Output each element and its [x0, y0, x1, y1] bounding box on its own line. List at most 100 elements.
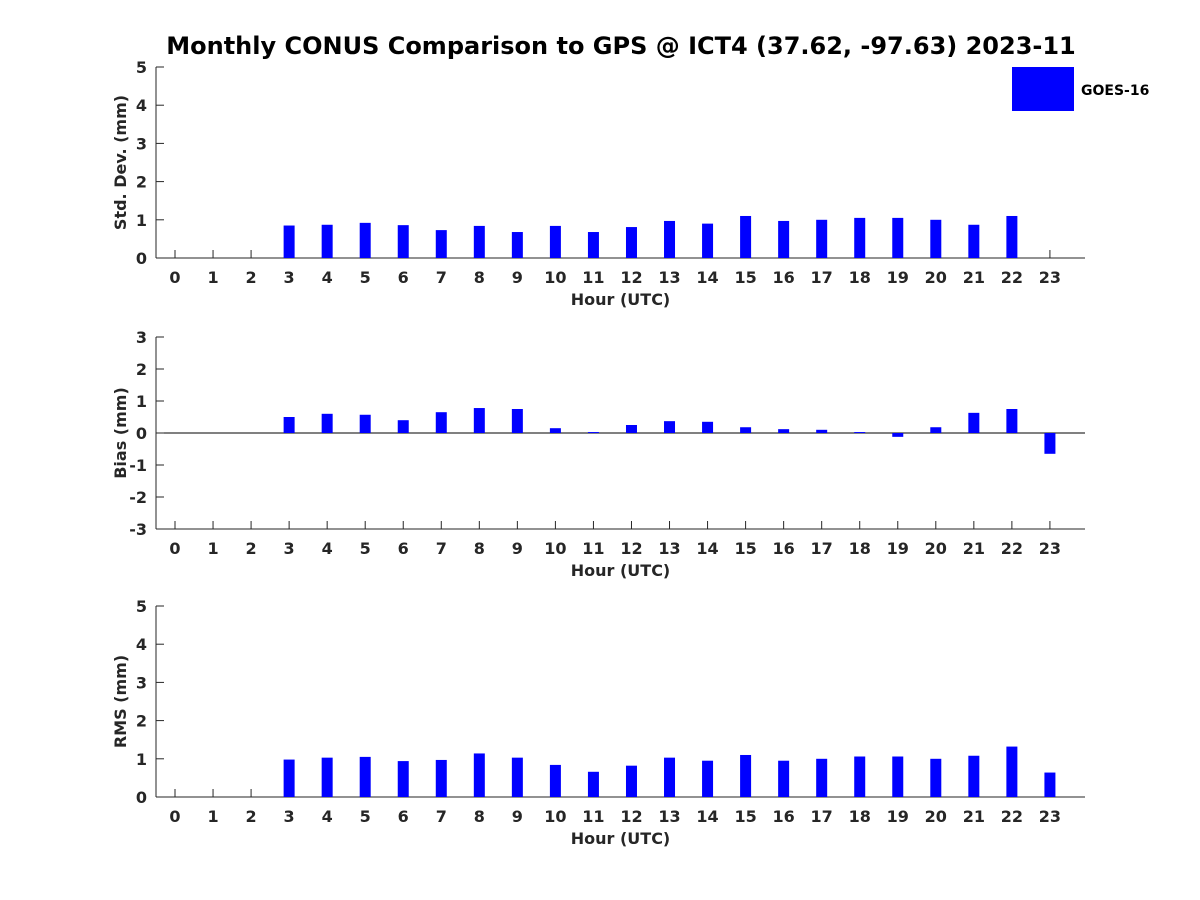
rms-bar [816, 758, 828, 797]
stddev-bar [740, 215, 752, 258]
stddev-bar [702, 223, 714, 258]
bias-x-tick-label: 23 [1039, 539, 1061, 558]
bias-y-tick-label: -2 [129, 488, 147, 507]
bias-x-tick-label: 0 [169, 539, 180, 558]
rms-x-tick-label: 12 [620, 807, 642, 826]
bias-x-tick-label: 10 [544, 539, 566, 558]
stddev-y-tick-label: 1 [136, 211, 147, 230]
stddev-x-tick-label: 4 [322, 268, 333, 287]
rms-x-tick-label: 0 [169, 807, 180, 826]
stddev-x-tick-label: 7 [436, 268, 447, 287]
stddev-x-tick-label: 13 [658, 268, 680, 287]
bias-bar [968, 412, 980, 433]
rms-x-tick-label: 22 [1001, 807, 1023, 826]
bias-y-tick-label: -3 [129, 520, 147, 539]
stddev-x-tick-label: 11 [582, 268, 604, 287]
stddev-x-tick-label: 8 [474, 268, 485, 287]
rms-x-tick-label: 2 [246, 807, 257, 826]
stddev-x-tick-label: 14 [696, 268, 718, 287]
rms-x-tick-label: 18 [849, 807, 871, 826]
stddev-bar [283, 225, 295, 258]
stddev-x-tick-label: 18 [849, 268, 871, 287]
stddev-bar [587, 232, 599, 258]
stddev-x-tick-label: 23 [1039, 268, 1061, 287]
stddev-bar [892, 217, 904, 258]
rms-x-axis-label: Hour (UTC) [571, 829, 671, 848]
stddev-x-tick-label: 0 [169, 268, 180, 287]
rms-y-tick-label: 5 [136, 597, 147, 616]
stddev-bar [511, 232, 523, 258]
stddev-x-tick-label: 1 [207, 268, 218, 287]
rms-bar [968, 755, 980, 797]
bias-x-tick-label: 22 [1001, 539, 1023, 558]
stddev-y-tick-label: 4 [136, 96, 147, 115]
bias-bar [587, 432, 599, 434]
rms-x-tick-label: 10 [544, 807, 566, 826]
legend-label: GOES-16 [1081, 83, 1149, 99]
rms-bar [511, 757, 523, 797]
stddev-x-tick-label: 12 [620, 268, 642, 287]
bias-bar [1006, 409, 1018, 433]
bias-bar [816, 429, 828, 433]
legend: GOES-16 [1012, 67, 1149, 111]
rms-x-tick-label: 1 [207, 807, 218, 826]
rms-bar [892, 756, 904, 797]
stddev-x-tick-label: 3 [284, 268, 295, 287]
stddev-bar [397, 225, 409, 258]
stddev-x-tick-label: 22 [1001, 268, 1023, 287]
stddev-x-tick-label: 17 [811, 268, 833, 287]
bias-bar [702, 421, 714, 433]
rms-y-tick-label: 1 [136, 750, 147, 769]
bias-bar [854, 432, 866, 434]
rms-bar [625, 765, 637, 797]
bias-bar [473, 408, 485, 433]
bias-x-tick-label: 5 [360, 539, 371, 558]
stddev-bar [930, 219, 942, 258]
stddev-y-tick-label: 5 [136, 58, 147, 77]
bias-x-tick-label: 1 [207, 539, 218, 558]
rms-bar [854, 756, 866, 797]
bias-bar [321, 413, 333, 433]
stddev-bar [321, 224, 333, 258]
rms-x-tick-label: 15 [734, 807, 756, 826]
bias-x-tick-label: 15 [734, 539, 756, 558]
bias-bar [892, 433, 904, 437]
rms-x-tick-label: 23 [1039, 807, 1061, 826]
bias-y-tick-label: -1 [129, 456, 147, 475]
bias-bar [511, 409, 523, 433]
legend-swatch [1012, 67, 1074, 111]
bias-x-tick-label: 8 [474, 539, 485, 558]
bias-x-tick-label: 20 [925, 539, 947, 558]
stddev-bar [435, 230, 447, 258]
stddev-x-tick-label: 6 [398, 268, 409, 287]
bias-x-tick-label: 14 [696, 539, 718, 558]
stddev-x-tick-label: 21 [963, 268, 985, 287]
stddev-bar [473, 225, 485, 258]
bias-x-tick-label: 11 [582, 539, 604, 558]
rms-x-tick-label: 20 [925, 807, 947, 826]
rms-bar [740, 754, 752, 797]
rms-bar [587, 771, 599, 797]
bias-x-tick-label: 21 [963, 539, 985, 558]
stddev-bar [778, 220, 790, 258]
rms-bar [930, 758, 942, 797]
rms-bar [1006, 746, 1018, 797]
stddev-y-axis-label: Std. Dev. (mm) [111, 95, 130, 230]
stddev-y-tick-label: 2 [136, 173, 147, 192]
rms-bar [435, 759, 447, 797]
rms-y-tick-label: 4 [136, 635, 147, 654]
bias-x-tick-label: 17 [811, 539, 833, 558]
stddev-bar [1006, 215, 1018, 258]
stddev-x-axis-label: Hour (UTC) [571, 290, 671, 309]
rms-x-tick-label: 17 [811, 807, 833, 826]
rms-x-tick-label: 5 [360, 807, 371, 826]
stddev-y-tick-label: 3 [136, 134, 147, 153]
rms-bar [283, 759, 295, 797]
stddev-x-tick-label: 2 [246, 268, 257, 287]
stddev-x-tick-label: 15 [734, 268, 756, 287]
rms-x-tick-label: 7 [436, 807, 447, 826]
chart-title: Monthly CONUS Comparison to GPS @ ICT4 (… [166, 32, 1076, 60]
